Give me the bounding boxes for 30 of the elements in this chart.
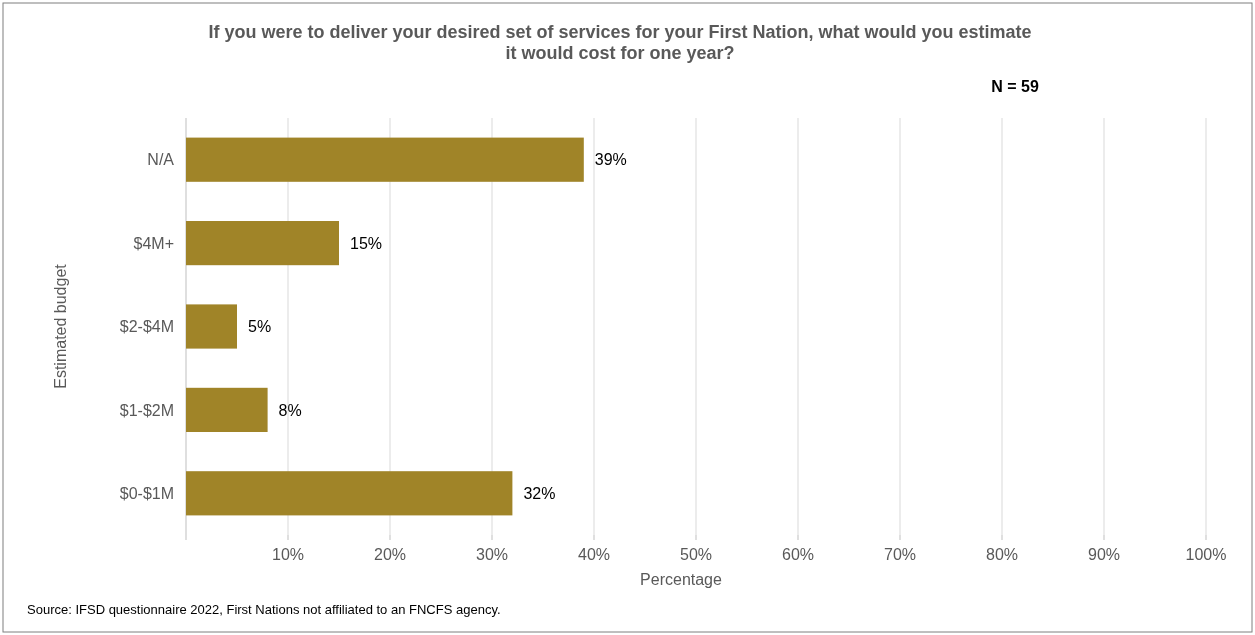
bar	[186, 387, 268, 432]
x-tick-label: 50%	[679, 546, 713, 563]
x-tick-label: 80%	[985, 546, 1019, 563]
chart-title: If you were to deliver your desired set of services for your First Nation, what would you estimate it would cost for one year?	[208, 22, 1032, 63]
y-tick-label: $4M+	[133, 234, 174, 252]
data-label: 15%	[350, 234, 383, 252]
x-axis-title: Percentage	[640, 571, 723, 588]
y-tick-label: $1-$2M	[119, 401, 174, 419]
y-tick-label: $0-$1M	[119, 484, 174, 502]
text: N = 59	[991, 78, 1039, 95]
bar	[186, 471, 513, 516]
bar	[186, 304, 237, 349]
x-tick-label: 70%	[883, 546, 917, 563]
data-label: 32%	[523, 484, 556, 502]
x-tick-label: 20%	[373, 546, 407, 563]
data-label: 8%	[278, 401, 302, 419]
data-label: 39%	[594, 151, 627, 169]
data-label: 5%	[248, 318, 272, 336]
x-tick-label: 40%	[577, 546, 611, 563]
bar	[186, 221, 339, 266]
y-tick-label: $2-$4M	[119, 318, 174, 336]
y-tick-label: N/A	[147, 151, 175, 169]
x-tick-label: 60%	[781, 546, 815, 563]
x-tick-label: 100%	[1185, 546, 1227, 563]
y-axis-title: Estimated budget	[52, 263, 69, 389]
x-tick-label: 30%	[475, 546, 509, 563]
source-note: Source: IFSD questionnaire 2022, First Nations not affiliated to an FNCFS agency.	[27, 602, 501, 617]
bar	[186, 137, 584, 182]
x-tick-label: 10%	[271, 546, 305, 563]
x-tick-label: 90%	[1087, 546, 1121, 563]
